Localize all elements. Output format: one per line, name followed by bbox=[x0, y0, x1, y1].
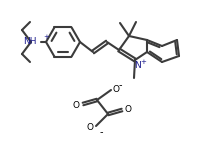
Text: +: + bbox=[140, 59, 146, 65]
Text: O: O bbox=[125, 105, 132, 114]
Text: NH: NH bbox=[24, 38, 37, 46]
Text: O: O bbox=[113, 84, 120, 93]
Text: -: - bbox=[119, 80, 122, 90]
Text: N: N bbox=[134, 61, 141, 70]
Text: O: O bbox=[73, 100, 80, 109]
Text: O: O bbox=[87, 123, 94, 132]
Text: -: - bbox=[100, 127, 104, 137]
Text: +: + bbox=[43, 34, 49, 40]
